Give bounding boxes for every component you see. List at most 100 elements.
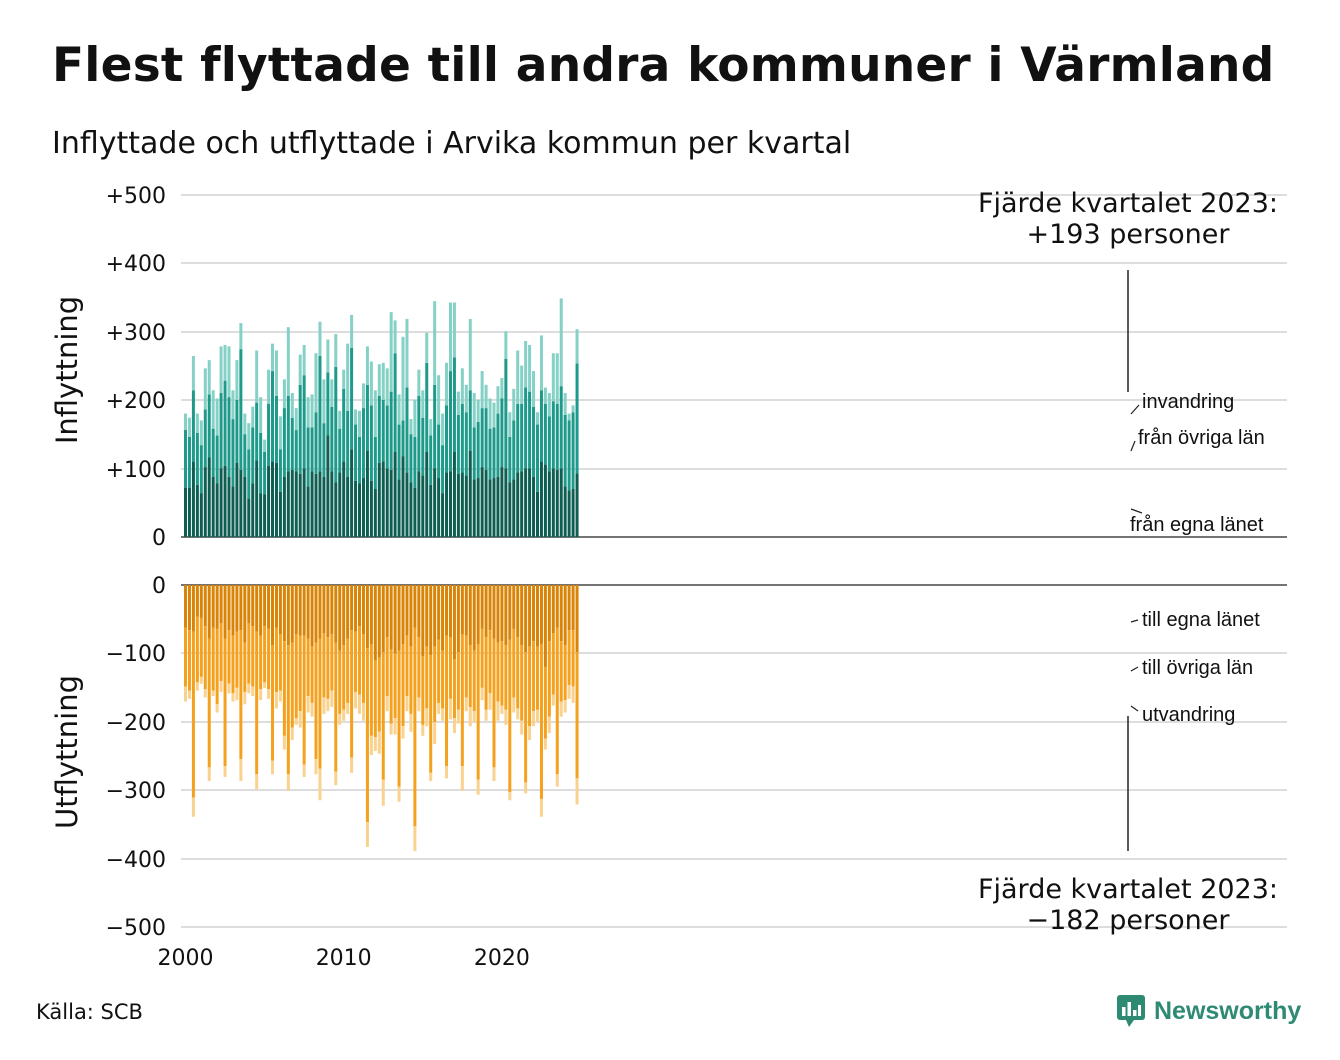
bar-segment — [282, 585, 286, 642]
bar-segment — [456, 585, 460, 653]
bar-segment — [445, 362, 449, 406]
bar-segment — [488, 585, 492, 631]
bar-segment — [235, 687, 239, 701]
bar-segment — [476, 643, 480, 780]
bar-segment — [223, 766, 227, 777]
bar-segment — [563, 700, 567, 713]
bar-segment — [215, 435, 219, 484]
bar-segment — [318, 321, 322, 356]
bar-segment — [215, 398, 219, 436]
bar-segment — [397, 394, 401, 425]
y-axis-label: Utflyttning — [50, 675, 84, 829]
bar-segment — [563, 414, 567, 487]
bar-segment — [199, 585, 203, 618]
bar-segment — [567, 630, 571, 686]
bar-segment — [543, 403, 547, 465]
bar-segment — [247, 683, 251, 694]
bar-segment — [263, 626, 267, 683]
bar-segment — [263, 494, 267, 537]
bar-segment — [334, 334, 338, 367]
bar-segment — [330, 690, 334, 708]
bar-segment — [318, 471, 322, 537]
bar-segment — [267, 369, 271, 404]
bar-segment — [310, 394, 314, 428]
bar-segment — [520, 645, 524, 721]
bar-segment — [445, 635, 449, 766]
bar-segment — [417, 471, 421, 537]
bar-segment — [373, 390, 377, 437]
bar-segment — [425, 332, 429, 363]
bar-segment — [429, 772, 433, 782]
bar-segment — [472, 585, 476, 651]
bar-segment — [334, 482, 338, 537]
bar-segment — [480, 687, 484, 701]
series-label: till egna länet — [1142, 609, 1260, 631]
bar-segment — [417, 697, 421, 712]
bar-segment — [263, 439, 267, 452]
bar-segment — [516, 472, 520, 537]
bar-segment — [326, 637, 330, 699]
bar-segment — [346, 410, 350, 477]
bar-segment — [342, 709, 346, 721]
bar-segment — [290, 393, 294, 418]
bar-segment — [571, 630, 575, 687]
bar-segment — [393, 653, 397, 719]
bar-segment — [251, 686, 255, 697]
bar-segment — [381, 652, 385, 780]
bar-segment — [354, 631, 358, 692]
bar-segment — [504, 468, 508, 537]
bar-segment — [413, 627, 417, 827]
bar-segment — [259, 432, 263, 494]
bar-segment — [492, 427, 496, 479]
bar-segment — [559, 641, 563, 702]
bar-segment — [397, 424, 401, 480]
bar-segment — [322, 585, 326, 633]
bar-segment — [274, 691, 278, 709]
bar-segment — [223, 345, 227, 381]
bar-segment — [271, 760, 275, 775]
bar-segment — [480, 408, 484, 468]
bar-segment — [195, 432, 199, 485]
bar-segment — [512, 697, 516, 713]
bar-segment — [314, 412, 318, 474]
bar-segment — [441, 413, 445, 446]
bar-segment — [448, 698, 452, 720]
bar-segment — [231, 585, 235, 636]
bar-segment — [310, 471, 314, 537]
bar-segment — [389, 312, 393, 392]
bar-segment — [543, 464, 547, 537]
bar-segment — [290, 585, 294, 643]
bar-segment — [306, 427, 310, 487]
bar-segment — [187, 690, 191, 699]
bar-segment — [377, 364, 381, 396]
bar-segment — [338, 428, 342, 473]
bar-segment — [211, 627, 215, 691]
bar-segment — [294, 408, 298, 431]
bar-segment — [207, 638, 211, 768]
bar-segment — [508, 412, 512, 437]
bar-segment — [278, 690, 282, 702]
bar-segment — [504, 331, 508, 359]
bar-segment — [504, 585, 508, 646]
bar-segment — [235, 585, 239, 632]
bar-segment — [231, 390, 235, 420]
bar-segment — [267, 689, 271, 699]
bar-segment — [508, 436, 512, 483]
bar-segment — [381, 362, 385, 400]
bar-segment — [524, 468, 528, 537]
bar-segment — [536, 491, 539, 537]
bar-segment — [361, 585, 365, 635]
bar-segment — [445, 766, 449, 779]
label-leader-line — [1130, 619, 1139, 623]
bar-segment — [456, 473, 460, 537]
bar-segment — [421, 417, 425, 476]
bar-segment — [369, 361, 373, 406]
bar-segment — [298, 635, 302, 712]
bar-segment — [219, 468, 223, 537]
bar-segment — [330, 406, 334, 472]
bar-segment — [429, 585, 433, 655]
bar-segment — [274, 627, 278, 692]
bar-segment — [369, 480, 373, 537]
bar-segment — [409, 482, 413, 537]
bar-segment — [476, 585, 480, 644]
